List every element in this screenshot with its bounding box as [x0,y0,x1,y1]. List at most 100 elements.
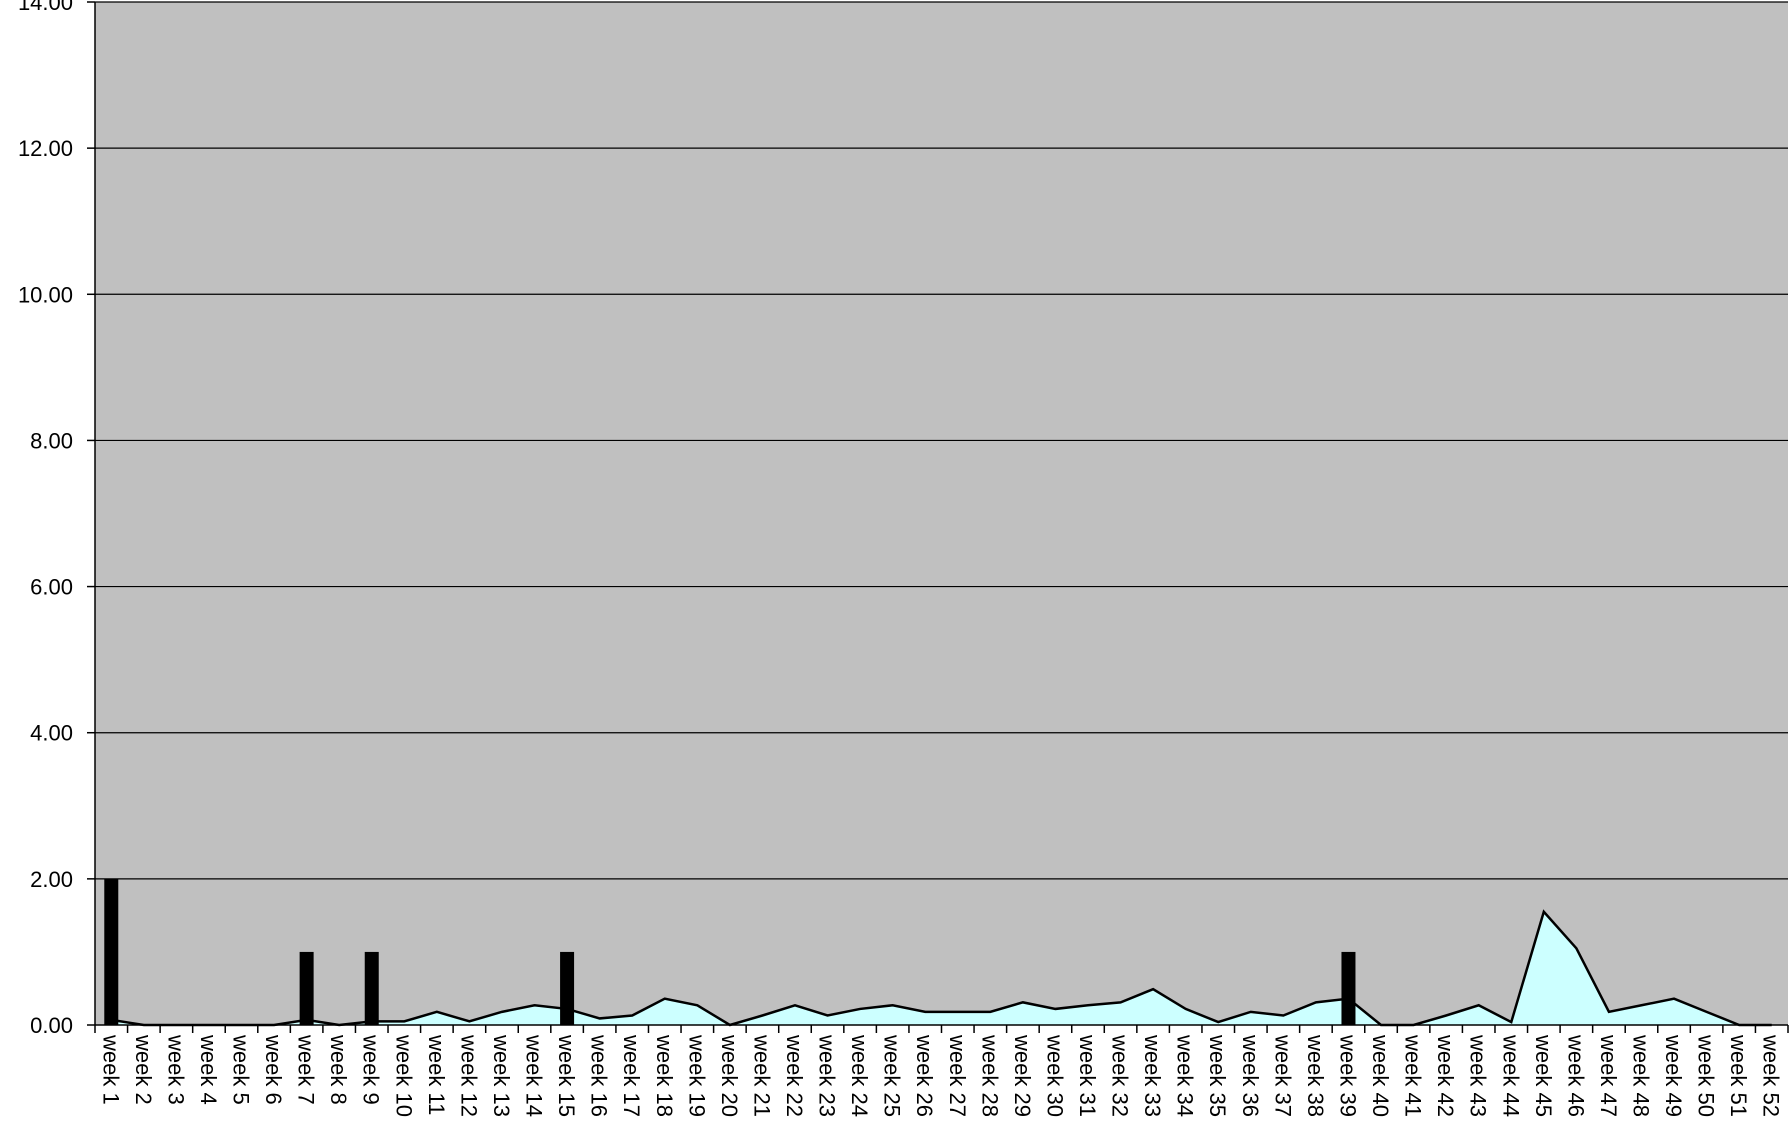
x-tick-label: week 21 [749,1034,774,1117]
x-tick-label: week 32 [1108,1034,1133,1117]
area-point [403,1020,405,1022]
area-point [892,1004,894,1006]
x-tick-label: week 37 [1270,1034,1295,1117]
bar [560,951,575,1025]
x-tick-label: week 15 [554,1034,579,1117]
x-tick-label: week 8 [326,1034,351,1105]
area-point [1608,1011,1610,1013]
x-tick-label: week 23 [815,1034,840,1117]
x-tick-label: week 42 [1433,1034,1458,1117]
x-tick-label: week 13 [489,1034,514,1117]
x-tick-label: week 1 [98,1034,123,1105]
y-axis-labels: 0.00 2.00 4.00 6.00 8.00 10.00 12.00 14.00 [18,0,73,1038]
area-point [761,1015,763,1017]
x-tick-label: week 24 [847,1034,872,1117]
x-tick-label: week 26 [912,1034,937,1117]
x-tick-label: week 4 [196,1034,221,1105]
x-tick-label: week 47 [1596,1034,1621,1117]
x-tick-label: week 3 [163,1034,188,1105]
x-tick-label: week 12 [456,1034,481,1117]
x-tick-label: week 33 [1140,1034,1165,1117]
area-point [1282,1015,1284,1017]
x-tick-label: week 44 [1498,1034,1523,1117]
x-tick-label: week 18 [652,1034,677,1117]
area-point [631,1015,633,1017]
bar [364,951,379,1025]
y-tick-label: 14.00 [18,0,73,15]
area-point [664,998,666,1000]
x-tick-label: week 9 [359,1034,384,1105]
x-tick-label: week 43 [1466,1034,1491,1117]
area-point [794,1004,796,1006]
x-tick-label: week 10 [391,1034,416,1117]
x-tick-label: week 46 [1563,1034,1588,1117]
x-tick-label: week 5 [229,1034,254,1105]
x-tick-label: week 41 [1401,1034,1426,1117]
area-point [989,1011,991,1013]
area-point [1152,988,1154,990]
bar-series [104,878,1356,1025]
area-point [1478,1004,1480,1006]
x-tick-label: week 6 [261,1034,286,1105]
x-tick-label: week 28 [977,1034,1002,1117]
area-point [1706,1011,1708,1013]
plot-area [95,2,1788,1025]
x-tick-label: week 29 [1010,1034,1035,1117]
x-tick-label: week 31 [1075,1034,1100,1117]
gridlines [95,1,1788,880]
area-point [859,1008,861,1010]
x-axis-labels: week 1 week 2 week 3 week 4 week 5 week 6 week… [98,1034,1783,1117]
area-point [468,1020,470,1022]
x-tick-label: week 52 [1759,1034,1784,1117]
x-tick-label: week 19 [684,1034,709,1117]
x-tick-label: week 14 [522,1034,547,1117]
x-tick-label: week 34 [1173,1034,1198,1117]
area-point [1543,911,1545,913]
area-point [1054,1008,1056,1010]
area-point [1217,1021,1219,1023]
x-tick-label: week 7 [294,1034,319,1105]
y-tick-label: 10.00 [18,282,73,307]
bar [104,878,119,1025]
area-point [1640,1004,1642,1006]
axes [87,1,1789,1033]
y-tick-label: 6.00 [30,575,73,600]
x-tick-label: week 35 [1205,1034,1230,1117]
area-point [1315,1001,1317,1003]
area-point [1575,947,1577,949]
area-point [1022,1001,1024,1003]
x-tick-label: week 11 [424,1034,449,1115]
x-tick-label: week 39 [1335,1034,1360,1117]
area-fill [111,911,1772,1025]
x-tick-label: week 20 [717,1034,742,1117]
area-point [1510,1021,1512,1023]
x-tick-label: week 16 [587,1034,612,1117]
area-point [599,1017,601,1019]
x-tick-label: week 50 [1694,1034,1719,1117]
x-tick-label: week 2 [131,1034,156,1105]
area-point [924,1011,926,1013]
x-tick-label: week 45 [1531,1034,1556,1117]
area-point [696,1004,698,1006]
y-tick-label: 2.00 [30,867,73,892]
area-point [1185,1008,1187,1010]
area-point [501,1011,503,1013]
x-tick-label: week 38 [1303,1034,1328,1117]
area-point [1250,1011,1252,1013]
bar [299,951,314,1025]
x-tick-label: week 48 [1628,1034,1653,1117]
x-tick-label: week 36 [1238,1034,1263,1117]
x-tick-label: week 40 [1368,1034,1393,1117]
area-point [1673,998,1675,1000]
y-tick-label: 8.00 [30,428,73,453]
x-tick-label: week 22 [782,1034,807,1117]
x-tick-label: week 30 [1042,1034,1067,1117]
area-point [957,1011,959,1013]
area-line [111,909,1772,1027]
area-point [1087,1004,1089,1006]
bar [1341,951,1356,1025]
x-tick-label: week 49 [1661,1034,1686,1117]
x-tick-label: week 25 [880,1034,905,1117]
